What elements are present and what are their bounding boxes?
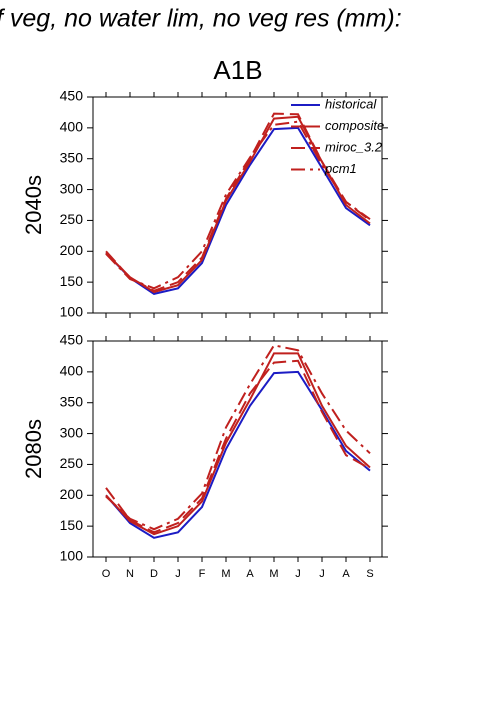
series-line bbox=[105, 126, 371, 295]
y-tick-label: 400 bbox=[60, 119, 84, 135]
y-tick-label: 150 bbox=[60, 273, 84, 289]
x-tick-label: M bbox=[269, 568, 278, 580]
x-tick-label: F bbox=[199, 568, 206, 580]
x-tick-label: A bbox=[246, 568, 254, 580]
y-axis-label: 2040s bbox=[21, 175, 46, 235]
y-tick-label: 300 bbox=[60, 180, 84, 196]
x-tick-label: J bbox=[295, 568, 301, 580]
legend-label: historical bbox=[325, 96, 377, 111]
series-line bbox=[105, 359, 371, 534]
series-line bbox=[105, 352, 371, 536]
y-tick-label: 150 bbox=[60, 517, 84, 533]
x-tick-label: D bbox=[150, 568, 158, 580]
y-tick-label: 100 bbox=[60, 304, 84, 320]
x-tick-label: A bbox=[342, 568, 350, 580]
figure-subtitle: A1B bbox=[213, 55, 262, 85]
y-tick-label: 100 bbox=[60, 548, 84, 564]
y-tick-label: 450 bbox=[60, 332, 84, 348]
series-line bbox=[105, 370, 371, 539]
series-line bbox=[105, 112, 371, 292]
legend-label: miroc_3.2 bbox=[325, 139, 383, 154]
series-line bbox=[105, 344, 371, 531]
x-tick-label: M bbox=[221, 568, 230, 580]
y-tick-label: 400 bbox=[60, 363, 84, 379]
y-tick-label: 200 bbox=[60, 242, 84, 258]
y-tick-label: 450 bbox=[60, 88, 84, 104]
plot-frame bbox=[92, 96, 383, 314]
legend-label: pcm1 bbox=[324, 161, 357, 176]
series-line bbox=[105, 120, 371, 290]
y-axis-label: 2080s bbox=[21, 419, 46, 479]
y-tick-label: 300 bbox=[60, 424, 84, 440]
y-tick-label: 250 bbox=[60, 211, 84, 227]
x-tick-label: N bbox=[126, 568, 134, 580]
x-tick-label: J bbox=[319, 568, 325, 580]
y-tick-label: 350 bbox=[60, 393, 84, 409]
figure-title: f veg, no water lim, no veg res (mm): bbox=[0, 5, 402, 33]
x-tick-label: J bbox=[175, 568, 181, 580]
y-tick-label: 350 bbox=[60, 149, 84, 165]
x-tick-label: S bbox=[366, 568, 373, 580]
y-tick-label: 250 bbox=[60, 455, 84, 471]
legend-label: composite bbox=[325, 118, 384, 133]
x-tick-label: O bbox=[102, 568, 111, 580]
y-tick-label: 200 bbox=[60, 486, 84, 502]
plot-frame bbox=[92, 340, 383, 558]
